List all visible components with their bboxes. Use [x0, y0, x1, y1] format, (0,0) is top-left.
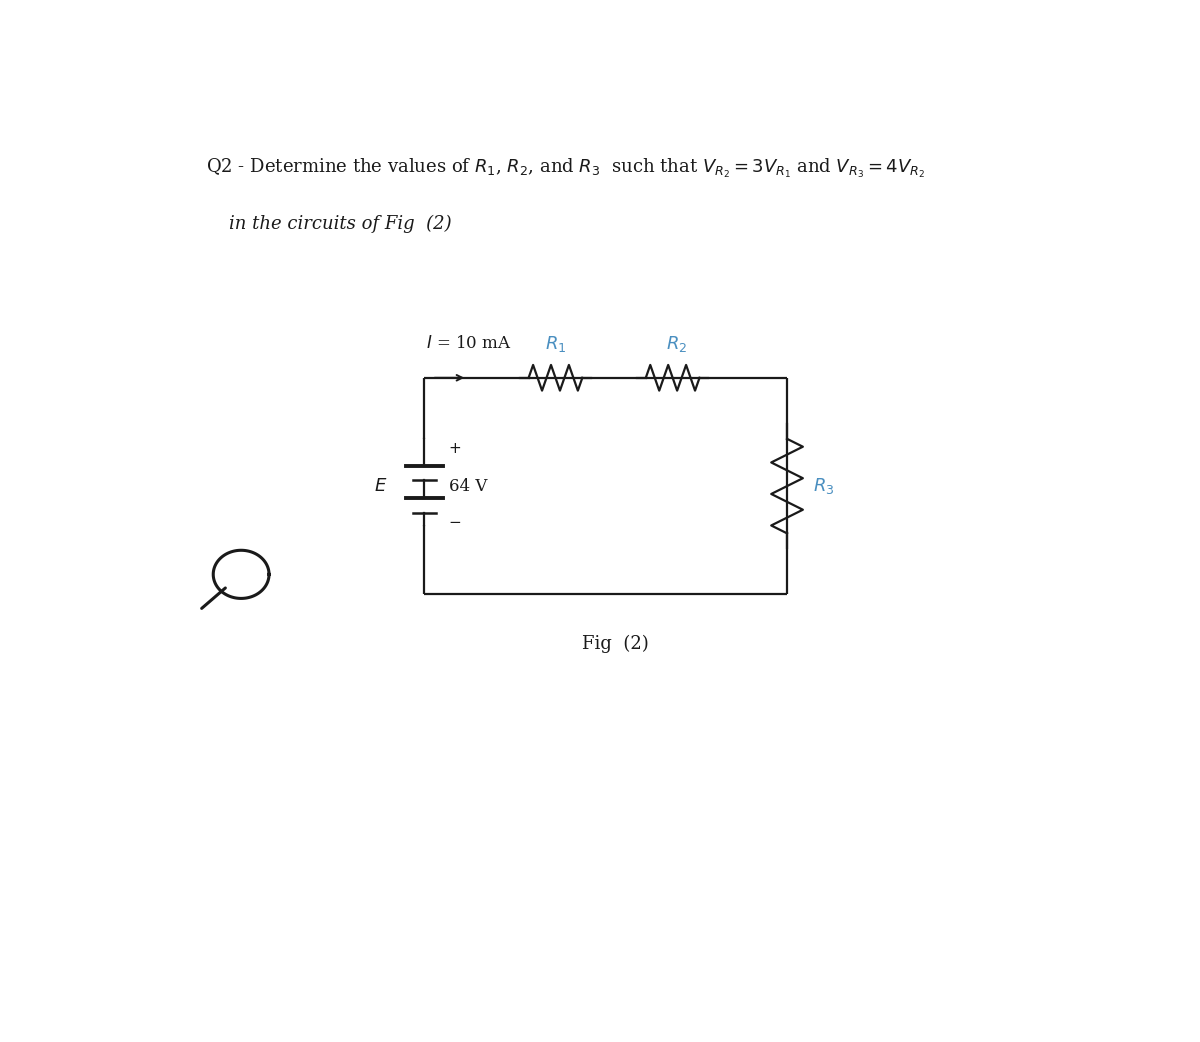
Text: +: +	[449, 441, 461, 456]
Text: in the circuits of Fig  (2): in the circuits of Fig (2)	[229, 215, 451, 233]
Text: Q2 - Determine the values of $R_1$, $R_2$, and $R_3$  such that $V_{R_2} = 3V_{R: Q2 - Determine the values of $R_1$, $R_2…	[206, 157, 925, 180]
Text: $R_2$: $R_2$	[666, 333, 688, 353]
Text: $E$: $E$	[374, 477, 388, 495]
Text: −: −	[449, 515, 461, 529]
Text: $R_1$: $R_1$	[545, 333, 566, 353]
Text: 64 V: 64 V	[449, 477, 487, 495]
Text: $I$ = 10 mA: $I$ = 10 mA	[426, 336, 512, 352]
Text: Fig  (2): Fig (2)	[582, 635, 648, 652]
Text: $R_3$: $R_3$	[814, 476, 834, 496]
